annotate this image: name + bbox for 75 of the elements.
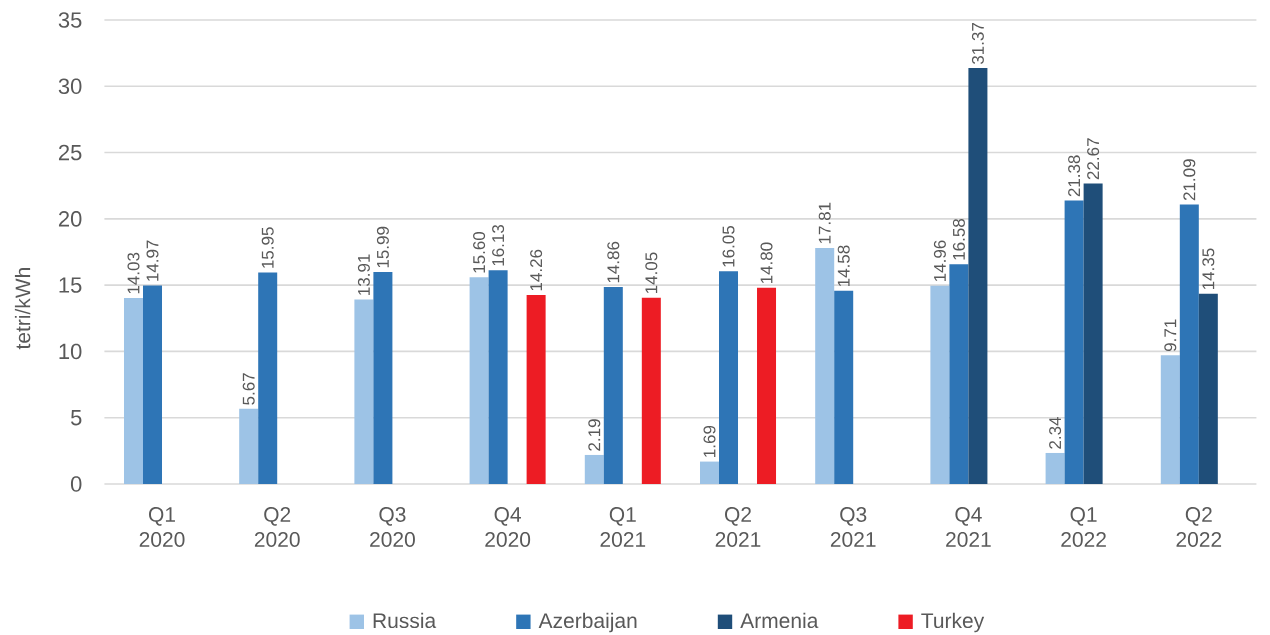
y-axis-title: tetri/kWh (14, 268, 31, 350)
y-tick-label: 15 (59, 277, 82, 293)
bar (1064, 200, 1084, 484)
data-label: 14.86 (607, 241, 620, 283)
bar (143, 285, 163, 484)
x-tick-label: Q2 2021 (715, 507, 761, 547)
bar (239, 408, 259, 484)
x-tick-label: Q3 2020 (370, 507, 415, 547)
bar (526, 294, 546, 484)
data-label: 2.34 (1049, 416, 1062, 449)
x-tick-label: Q2 2022 (1176, 507, 1222, 547)
legend-label: Russia (373, 612, 437, 629)
y-tick-label: 20 (58, 211, 82, 227)
x-tick-label: Q3 2021 (830, 507, 876, 547)
data-label: 13.91 (357, 254, 370, 295)
x-tick-label: Q4 2020 (485, 507, 531, 547)
bar (949, 264, 969, 484)
data-label: 15.60 (473, 231, 486, 273)
data-label: 22.67 (1087, 138, 1100, 180)
data-label: 14.58 (837, 245, 850, 287)
data-label: 14.35 (1202, 248, 1215, 290)
bar (258, 272, 278, 484)
data-label: 17.81 (818, 202, 831, 244)
data-label: 14.26 (530, 249, 543, 291)
bar (1083, 183, 1103, 484)
bar (1160, 355, 1180, 484)
bar (968, 68, 988, 484)
bar (1045, 452, 1065, 484)
bar (373, 272, 393, 484)
bar (469, 277, 489, 484)
y-tick-label: 35 (58, 12, 82, 28)
bar (1198, 293, 1218, 484)
data-label: 14.96 (933, 240, 946, 281)
bar (584, 454, 604, 484)
bar (719, 271, 739, 484)
y-tick-label: 0 (70, 476, 82, 492)
data-label: 21.38 (1068, 155, 1081, 197)
bar (815, 247, 835, 484)
x-tick-label: Q1 2020 (139, 507, 185, 547)
y-tick-label: 10 (59, 343, 82, 360)
bar (757, 287, 777, 484)
data-label: 14.80 (760, 242, 773, 284)
bar (1179, 204, 1199, 484)
data-label: 14.05 (645, 252, 658, 294)
data-label: 31.37 (971, 23, 984, 65)
y-tick-label: 5 (70, 410, 82, 426)
bar (123, 297, 143, 484)
x-tick-label: Q1 2021 (600, 507, 646, 547)
x-tick-label: Q1 2022 (1061, 507, 1106, 547)
x-tick-label: Q2 2020 (254, 507, 300, 547)
data-label: 21.09 (1183, 159, 1196, 201)
legend-label: Armenia (740, 612, 819, 629)
bar (354, 299, 374, 484)
bar (930, 285, 950, 484)
data-label: 14.03 (127, 252, 140, 294)
data-label: 14.97 (146, 240, 159, 281)
bar (641, 297, 661, 484)
bar (834, 290, 854, 484)
data-label: 1.69 (703, 425, 716, 457)
data-label: 2.19 (588, 419, 601, 451)
data-label: 9.71 (1164, 319, 1177, 352)
legend-label: Turkey (921, 612, 985, 633)
bar (488, 270, 508, 484)
data-label: 16.13 (492, 224, 505, 266)
x-tick-label: Q4 2021 (946, 507, 991, 547)
data-label: 15.95 (261, 227, 274, 268)
bar (699, 461, 719, 484)
data-label: 15.99 (376, 226, 389, 268)
legend-label: Azerbaijan (538, 612, 637, 633)
data-label: 16.58 (952, 218, 965, 260)
y-tick-label: 30 (58, 78, 82, 95)
data-label: 5.67 (242, 373, 255, 405)
y-tick-label: 25 (58, 144, 82, 161)
data-label: 16.05 (722, 225, 735, 267)
bar (603, 286, 623, 484)
